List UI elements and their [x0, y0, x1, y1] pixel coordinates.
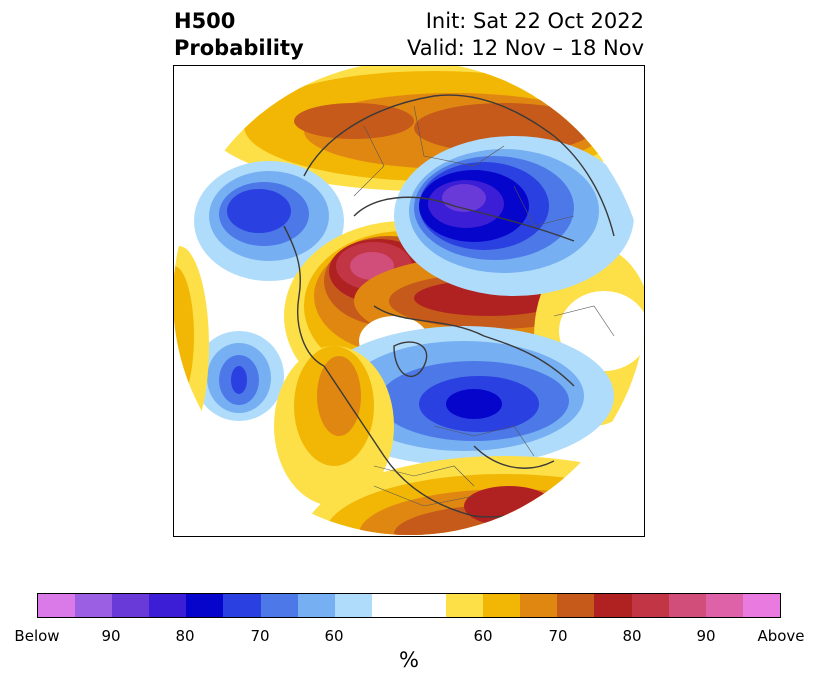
title-product: Probability [174, 36, 304, 60]
colorbar-tick-90-above: 90 [696, 627, 716, 645]
colorbar-tick-80-above: 80 [622, 627, 642, 645]
map-panel [173, 65, 645, 537]
probability-map [174, 66, 644, 535]
colorbar-segment [557, 594, 595, 617]
title-right: Init: Sat 22 Oct 2022 Valid: 12 Nov – 18… [407, 8, 644, 62]
title-left: H500 Probability [174, 8, 304, 62]
colorbar-segment [631, 594, 669, 617]
colorbar [37, 593, 781, 618]
colorbar-segment [149, 594, 187, 617]
colorbar-segment [705, 594, 743, 617]
colorbar-tick-70-below: 70 [250, 627, 270, 645]
colorbar-segment [38, 594, 76, 617]
colorbar-tick-above: Above [757, 627, 805, 645]
valid-range: Valid: 12 Nov – 18 Nov [407, 36, 644, 60]
init-date: Init: Sat 22 Oct 2022 [425, 9, 644, 33]
colorbar-unit: % [399, 648, 419, 672]
colorbar-tick-90-below: 90 [101, 627, 121, 645]
colorbar-segment [260, 594, 298, 617]
colorbar-segment [223, 594, 261, 617]
colorbar-segment [520, 594, 558, 617]
colorbar-segment [742, 594, 780, 617]
probability-shading [174, 66, 644, 535]
colorbar-tick-60-above: 60 [473, 627, 493, 645]
colorbar-segment [186, 594, 224, 617]
colorbar-segment [371, 594, 447, 617]
colorbar-tick-60-below: 60 [324, 627, 344, 645]
colorbar-segment [75, 594, 113, 617]
colorbar-segment [483, 594, 521, 617]
colorbar-segment [594, 594, 632, 617]
colorbar-segment [112, 594, 150, 617]
colorbar-tick-80-below: 80 [175, 627, 195, 645]
borders-overlay [353, 105, 615, 507]
colorbar-segment [334, 594, 372, 617]
colorbar-segment [446, 594, 484, 617]
colorbar-segment [668, 594, 706, 617]
title-variable: H500 [174, 9, 236, 33]
colorbar-segment [297, 594, 335, 617]
colorbar-tick-below: Below [14, 627, 60, 645]
colorbar-tick-70-above: 70 [548, 627, 568, 645]
